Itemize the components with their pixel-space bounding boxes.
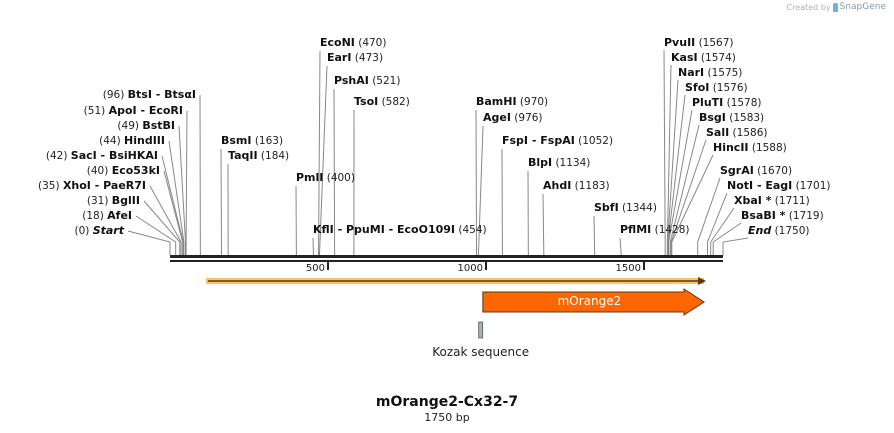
- site-label-hindiii[interactable]: (44) HindIII: [99, 134, 165, 147]
- backbone: [170, 255, 723, 262]
- leader-line: [475, 109, 478, 256]
- tick-label: 1500: [616, 263, 641, 274]
- leader-line: [710, 207, 735, 255]
- site-label-bglii[interactable]: (31) BglII: [87, 194, 140, 207]
- leader-line: [593, 215, 596, 256]
- leader-line: [168, 140, 185, 255]
- site-label-kasi[interactable]: KasI (1574): [671, 51, 736, 64]
- leader-line: [697, 177, 721, 255]
- tick-mark: [643, 262, 645, 270]
- site-label-sbfi[interactable]: SbfI (1344): [594, 201, 657, 214]
- site-label-apoi-ecori[interactable]: (51) ApoI - EcoRI: [84, 104, 183, 117]
- site-label-bsmi[interactable]: BsmI (163): [221, 134, 283, 147]
- leader-line: [663, 49, 666, 255]
- leader-line: [712, 222, 742, 255]
- site-label-sfoi[interactable]: SfoI (1576): [685, 81, 748, 94]
- site-label-end[interactable]: End (1750): [748, 224, 810, 237]
- leader-line: [318, 50, 321, 256]
- site-label-bsabi[interactable]: BsaBI * (1719): [741, 209, 824, 222]
- leader-line: [163, 170, 184, 255]
- leader-line: [149, 185, 182, 255]
- site-label-afei[interactable]: (18) AfeI: [82, 209, 132, 222]
- leader-line: [135, 215, 177, 255]
- map-title-block: mOrange2-Cx32-7 1750 bp: [0, 394, 894, 424]
- leader-line: [143, 200, 181, 255]
- feature-label-morange2: mOrange2: [558, 294, 622, 308]
- leader-line: [318, 65, 328, 256]
- tick-label: 500: [306, 263, 325, 274]
- site-label-pluti[interactable]: PluTI (1578): [692, 96, 762, 109]
- site-label-saci-bsihkai[interactable]: (42) SacI - BsiHKAI: [46, 149, 158, 162]
- leader-line: [333, 88, 336, 256]
- site-label-pflmi[interactable]: PflMI (1428): [620, 223, 690, 236]
- site-label-bstbi[interactable]: (49) BstBI: [117, 119, 175, 132]
- site-label-kfli-ppumi-ecoo109i[interactable]: KflI - PpuMI - EcoO109I (454): [313, 223, 487, 236]
- orf-arrowhead-icon: [698, 277, 707, 285]
- feature-morange2[interactable]: [482, 288, 705, 316]
- site-label-agei[interactable]: AgeI (976): [483, 111, 543, 124]
- site-label-bsgi[interactable]: BsgI (1583): [699, 111, 764, 124]
- leader-line: [668, 109, 693, 255]
- leader-line: [722, 237, 749, 255]
- site-label-blpi[interactable]: BlpI (1134): [528, 156, 590, 169]
- site-label-eco53ki[interactable]: (40) Eco53kI: [87, 164, 160, 177]
- site-label-pvuii[interactable]: PvuII (1567): [664, 36, 734, 49]
- site-label-nari[interactable]: NarI (1575): [678, 66, 742, 79]
- leader-line: [707, 192, 728, 255]
- snapgene-logo-icon: [832, 2, 838, 12]
- site-label-fspi-fspai[interactable]: FspI - FspAI (1052): [502, 134, 613, 147]
- tick-mark: [485, 262, 487, 270]
- site-leader-lines: [127, 49, 749, 256]
- site-label-eari[interactable]: EarI (473): [327, 51, 383, 64]
- leader-line: [542, 193, 545, 256]
- leader-line: [185, 110, 188, 255]
- tick-label: 1000: [458, 263, 483, 274]
- site-label-xhoi-paer7i[interactable]: (35) XhoI - PaeR7I: [38, 179, 146, 192]
- leader-line: [669, 124, 700, 255]
- credit-prefix: Created by: [786, 2, 831, 12]
- features: mOrange2 Kozak sequence: [205, 277, 707, 359]
- site-label-sgrai[interactable]: SgrAI (1670): [720, 164, 792, 177]
- leader-line: [220, 148, 223, 256]
- site-label-ahdi[interactable]: AhdI (1183): [543, 179, 610, 192]
- site-label-pmli[interactable]: PmlI (400): [296, 171, 355, 184]
- site-labels: (96) BtsI - BtsαI (51) ApoI - EcoRI (49) B…: [38, 36, 830, 237]
- tick-mark: [327, 262, 329, 270]
- backbone-top-strand: [170, 255, 723, 258]
- site-label-btsi-bts-i[interactable]: (96) BtsI - BtsαI: [103, 88, 196, 101]
- site-label-pshai[interactable]: PshAI (521): [334, 74, 400, 87]
- site-label-xbai[interactable]: XbaI * (1711): [734, 194, 810, 207]
- leader-line: [178, 125, 186, 255]
- leader-line: [671, 154, 714, 255]
- leader-line: [127, 230, 171, 255]
- site-label-hincii[interactable]: HincII (1588): [713, 141, 787, 154]
- site-label-tsoi[interactable]: TsoI (582): [354, 95, 410, 108]
- site-label-bamhi[interactable]: BamHI (970): [476, 95, 548, 108]
- snapgene-credit: Created by SnapGene: [787, 2, 886, 12]
- map-length: 1750 bp: [424, 411, 470, 424]
- axis-ticks: 500 1000 1500: [306, 262, 645, 274]
- site-label-sali[interactable]: SalI (1586): [706, 126, 767, 139]
- map-title: mOrange2-Cx32-7: [375, 394, 519, 410]
- feature-kozak[interactable]: [478, 321, 484, 339]
- leader-line: [477, 125, 484, 256]
- site-label-taqii[interactable]: TaqII (184): [228, 149, 289, 162]
- site-label-econi[interactable]: EcoNI (470): [320, 36, 386, 49]
- site-label-noti-eagi[interactable]: NotI - EagI (1701): [727, 179, 831, 192]
- backbone-bottom-strand: [170, 260, 723, 262]
- feature-label-kozak: Kozak sequence: [432, 345, 529, 359]
- leader-line: [667, 94, 686, 255]
- leader-line: [161, 155, 184, 255]
- leader-line: [670, 139, 707, 255]
- site-label-start[interactable]: (0) Start: [74, 224, 124, 237]
- leader-line: [619, 237, 622, 256]
- credit-brand: SnapGene: [839, 2, 886, 12]
